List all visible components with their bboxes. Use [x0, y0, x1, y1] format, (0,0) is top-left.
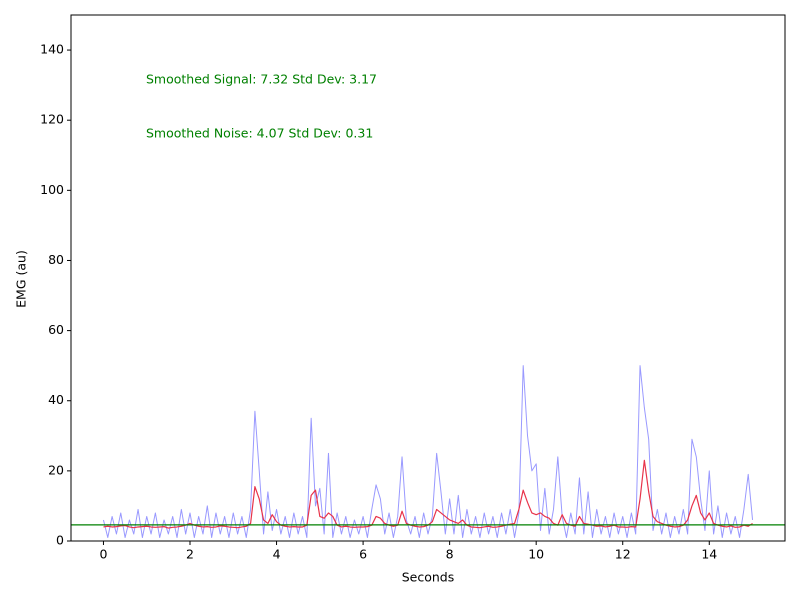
y-tick-label: 100	[40, 182, 64, 197]
y-tick-label: 60	[48, 322, 64, 337]
x-tick-label: 10	[528, 547, 544, 562]
plot-frame	[70, 14, 786, 542]
x-tick-label: 12	[615, 547, 631, 562]
y-tick-label: 40	[48, 392, 64, 407]
x-tick-label: 0	[99, 547, 107, 562]
x-tick-label: 6	[359, 547, 367, 562]
y-tick-label: 120	[40, 112, 64, 127]
y-tick-label: 20	[48, 462, 64, 477]
x-axis-label: Seconds	[402, 570, 455, 585]
y-tick-label: 0	[56, 533, 64, 548]
x-tick-label: 14	[701, 547, 717, 562]
x-tick-label: 8	[446, 547, 454, 562]
x-tick-label: 2	[186, 547, 194, 562]
annotation: Smoothed Noise: 4.07 Std Dev: 0.31	[146, 126, 373, 141]
y-axis-label: EMG (au)	[14, 250, 29, 308]
annotation: Smoothed Signal: 7.32 Std Dev: 3.17	[146, 72, 377, 87]
y-tick-label: 140	[40, 42, 64, 57]
series-line	[102, 365, 754, 538]
y-tick-label: 80	[48, 252, 64, 267]
x-tick-label: 4	[273, 547, 281, 562]
